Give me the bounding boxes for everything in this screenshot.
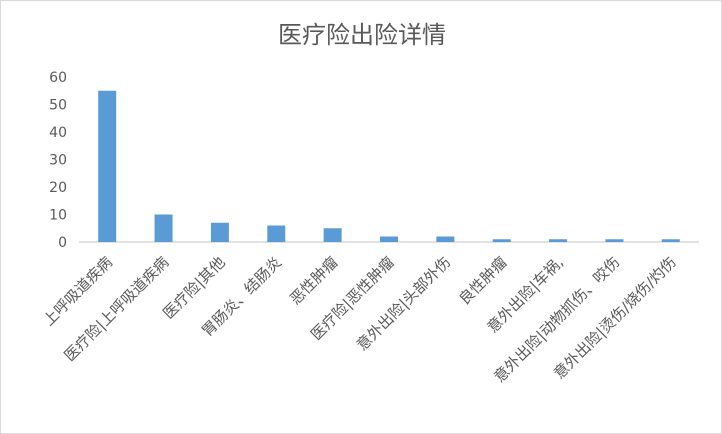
y-tick-label: 10 [49,208,67,224]
bar [492,239,511,242]
bar [98,90,117,242]
chart-title: 医疗险出险详情 [278,21,446,49]
x-tick-label: 恶性肿瘤 [286,253,341,308]
y-tick-label: 40 [49,125,67,141]
y-tick-label: 30 [49,153,67,169]
y-axis: 0 10 20 30 40 50 60 [49,70,67,251]
x-tick-label: 医疗险|上呼吸道疾病 [61,253,173,365]
bar [154,214,173,242]
y-tick-label: 60 [49,70,67,86]
y-tick-label: 0 [58,235,67,251]
bar [210,222,229,242]
bar [267,225,286,242]
y-tick-label: 20 [49,180,67,196]
bars [98,90,680,242]
bar [380,236,398,242]
x-tick-label: 良性肿瘤 [455,253,510,308]
x-tick-label: 意外出险|头部外伤 [353,253,454,354]
y-tick-label: 50 [49,98,67,114]
bar [549,239,568,242]
bar [661,239,680,242]
bar [436,236,455,242]
bar [605,239,624,242]
bar [323,228,342,242]
